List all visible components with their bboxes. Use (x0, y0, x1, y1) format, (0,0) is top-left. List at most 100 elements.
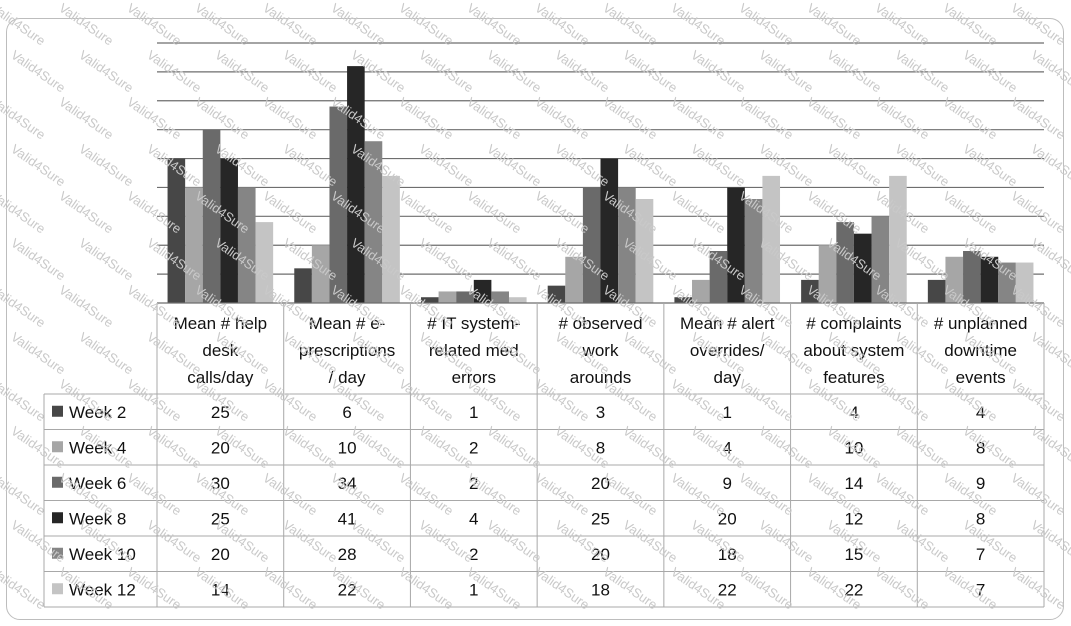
category-label: # complaints about system features (803, 314, 904, 387)
bar (565, 256, 583, 303)
bar (818, 245, 837, 303)
data-label: 7 (976, 580, 985, 599)
data-label: 2 (469, 545, 478, 564)
watermark-text: Valid4Sure (532, 470, 592, 518)
watermark-text: Valid4Sure (736, 0, 796, 48)
bar (420, 297, 439, 303)
watermark-text: Valid4Sure (484, 235, 544, 283)
watermark-text: Valid4Sure (960, 517, 1020, 565)
watermark-text: Valid4Sure (8, 141, 68, 189)
bar (744, 199, 763, 303)
bar (727, 187, 745, 303)
watermark-text: Valid4Sure (396, 0, 456, 48)
watermark-text: Valid4Sure (348, 517, 408, 565)
watermark-text: Valid4Sure (872, 376, 932, 424)
watermark-text: Valid4Sure (416, 47, 476, 95)
watermark-text: Valid4Sure (8, 235, 68, 283)
bar (998, 262, 1016, 303)
watermark-text: Valid4Sure (824, 423, 884, 471)
data-label: 10 (844, 438, 863, 457)
category-label: # unplanned downtime events (934, 314, 1028, 387)
data-label: 22 (844, 580, 863, 599)
watermark-text: Valid4Sure (668, 94, 728, 142)
watermark-text: Valid4Sure (8, 329, 68, 377)
bar (294, 268, 312, 303)
legend-key (52, 547, 63, 559)
watermark-text: Valid4Sure (940, 470, 1000, 518)
watermark-text: Valid4Sure (824, 141, 884, 189)
watermark-text: Valid4Sure (1028, 235, 1071, 283)
watermark-text: Valid4Sure (416, 235, 476, 283)
data-label: 30 (211, 474, 230, 493)
legend-label: Week 2 (69, 403, 126, 422)
chart-frame (6, 18, 1064, 620)
watermark-text: Valid4Sure (416, 423, 476, 471)
bar (167, 158, 186, 303)
data-label: 1 (722, 403, 731, 422)
legend-key (52, 512, 63, 524)
data-label: 28 (338, 545, 357, 564)
data-label: 15 (844, 545, 863, 564)
watermark-text: Valid4Sure (1008, 376, 1068, 424)
data-label: 4 (849, 403, 858, 422)
watermark-text: Valid4Sure (1028, 517, 1071, 565)
watermark-text: Valid4Sure (1028, 141, 1071, 189)
watermark-text: Valid4Sure (872, 470, 932, 518)
watermark-text: Valid4Sure (600, 94, 660, 142)
watermark-text: Valid4Sure (532, 0, 592, 48)
watermark-text: Valid4Sure (804, 188, 864, 236)
data-label: 22 (718, 580, 737, 599)
watermark-text: Valid4Sure (940, 0, 1000, 48)
watermark-text: Valid4Sure (736, 94, 796, 142)
bar (980, 256, 999, 303)
watermark-text: Valid4Sure (620, 141, 680, 189)
legend-key (52, 583, 63, 595)
data-label: 2 (469, 474, 478, 493)
data-label: 6 (342, 403, 351, 422)
data-label: 10 (338, 438, 357, 457)
bar (237, 187, 256, 303)
watermark-text: Valid4Sure (804, 94, 864, 142)
watermark-text: Valid4Sure (124, 0, 184, 48)
data-table: Mean # help desk calls/day Mean # e-prescri… (43, 303, 1045, 608)
watermark-text: Valid4Sure (396, 376, 456, 424)
bar (836, 222, 854, 303)
watermark-text: Valid4Sure (260, 376, 320, 424)
watermark-text: Valid4Sure (600, 0, 660, 48)
watermark-text: Valid4Sure (396, 188, 456, 236)
watermark-text: Valid4Sure (8, 517, 68, 565)
watermark-text: Valid4Sure (736, 470, 796, 518)
watermark-text: Valid4Sure (532, 94, 592, 142)
watermark-text: Valid4Sure (1008, 0, 1068, 48)
watermark-text: Valid4Sure (416, 141, 476, 189)
watermark-text: Valid4Sure (1008, 470, 1068, 518)
bar (963, 251, 981, 303)
bar (456, 291, 474, 303)
watermark-text: Valid4Sure (0, 376, 48, 424)
watermark-text: Valid4Sure (736, 376, 796, 424)
bar (762, 175, 781, 303)
watermark-text: Valid4Sure (0, 470, 48, 518)
data-label: 20 (591, 545, 610, 564)
data-label: 25 (211, 509, 230, 528)
data-label: 8 (976, 438, 985, 457)
data-label: 4 (976, 403, 985, 422)
category-label: Mean # help desk calls/day (174, 314, 268, 387)
category-label: # IT system-related med errors (427, 314, 520, 387)
bar (1015, 262, 1034, 303)
data-label: 22 (338, 580, 357, 599)
watermark-text: Valid4Sure (76, 329, 136, 377)
bar (927, 279, 946, 303)
watermark-text: Valid4Sure (192, 0, 252, 48)
watermark-text: Valid4Sure (464, 0, 524, 48)
bar (220, 158, 238, 303)
bar (508, 297, 527, 303)
bar (202, 129, 221, 303)
watermark-text: Valid4Sure (668, 470, 728, 518)
watermark-text: Valid4Sure (0, 564, 48, 612)
watermark-text: Valid4Sure (328, 0, 388, 48)
watermark-text: Valid4Sure (1008, 94, 1068, 142)
data-label: 12 (844, 509, 863, 528)
legend-label: Week 6 (69, 474, 126, 493)
